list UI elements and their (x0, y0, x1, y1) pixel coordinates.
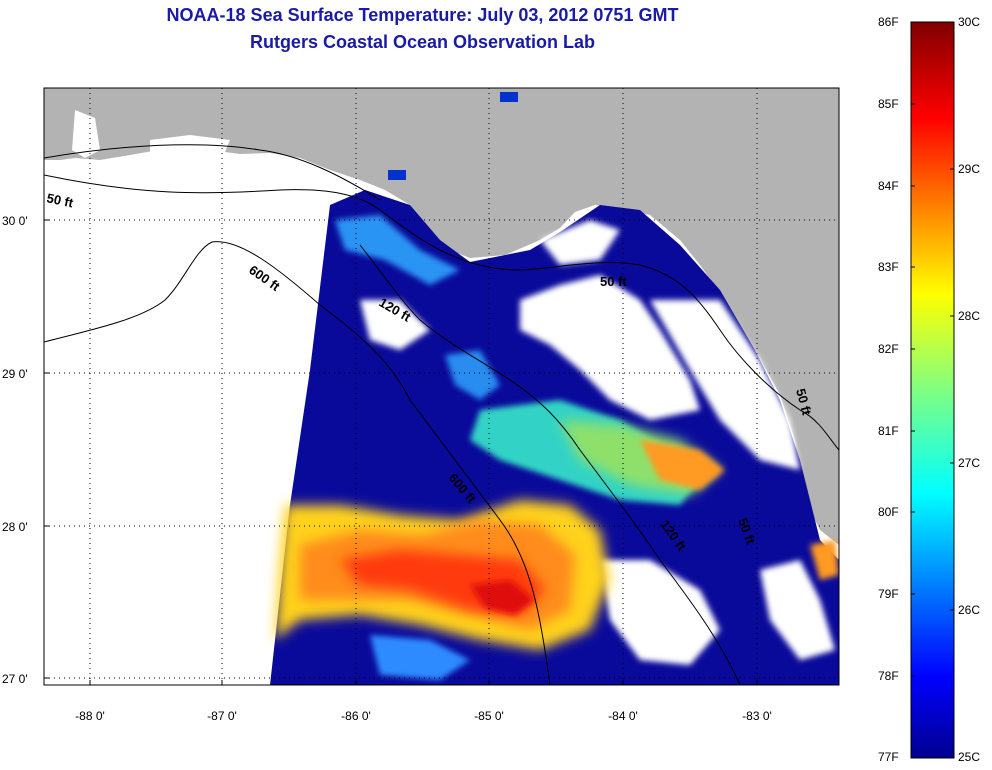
contour-label: 50 ft (793, 387, 815, 417)
colorbar-c-label: 29C (958, 162, 981, 176)
map-subtitle: Rutgers Coastal Ocean Observation Lab (249, 32, 596, 52)
lat-tick-label: 29 0' (2, 367, 28, 381)
inland-lake (500, 92, 518, 102)
colorbar-c-label: 25C (958, 750, 981, 764)
colorbar-f-label: 80F (878, 505, 899, 519)
lon-tick-label: -85 0' (474, 709, 504, 723)
tick-marks (44, 219, 758, 685)
lon-tick-label: -84 0' (608, 709, 638, 723)
bathymetry-contours (44, 144, 839, 685)
colorbar-c-label: 26C (958, 603, 981, 617)
colorbar-f-label: 82F (878, 342, 899, 356)
contour-label: 50 ft (600, 274, 627, 289)
colorbar-f-label: 84F (878, 179, 899, 193)
colorbar-f-label: 79F (878, 587, 899, 601)
lon-tick-label: -87 0' (207, 709, 237, 723)
colorbar-f-label: 85F (878, 97, 899, 111)
colorbar-c-label: 27C (958, 456, 981, 470)
colorbar-f-label: 77F (878, 750, 899, 764)
colorbar-gradient (910, 21, 955, 759)
lon-tick-label: -83 0' (742, 709, 772, 723)
lat-tick-label: 27 0' (2, 672, 28, 686)
colorbar-f-label: 78F (878, 669, 899, 683)
map-frame (43, 87, 840, 686)
colorbar-f-label: 83F (878, 260, 899, 274)
sst-swath (270, 190, 839, 685)
map-title: NOAA-18 Sea Surface Temperature: July 03… (166, 5, 679, 25)
colorbar-c-label: 30C (958, 15, 981, 29)
colorbar-ticks (911, 103, 954, 677)
lat-tick-label: 30 0' (2, 214, 28, 228)
colorbar-f-label: 81F (878, 424, 899, 438)
lon-tick-label: -88 0' (75, 709, 105, 723)
colorbar-f-label: 86F (878, 15, 899, 29)
lat-tick-label: 28 0' (2, 520, 28, 534)
land-mass (44, 88, 839, 545)
lon-tick-label: -86 0' (341, 709, 371, 723)
contour-label: 50 ft (45, 190, 75, 210)
colorbar-c-label: 28C (958, 309, 981, 323)
inland-lake (388, 170, 406, 180)
bay-area (72, 110, 100, 158)
